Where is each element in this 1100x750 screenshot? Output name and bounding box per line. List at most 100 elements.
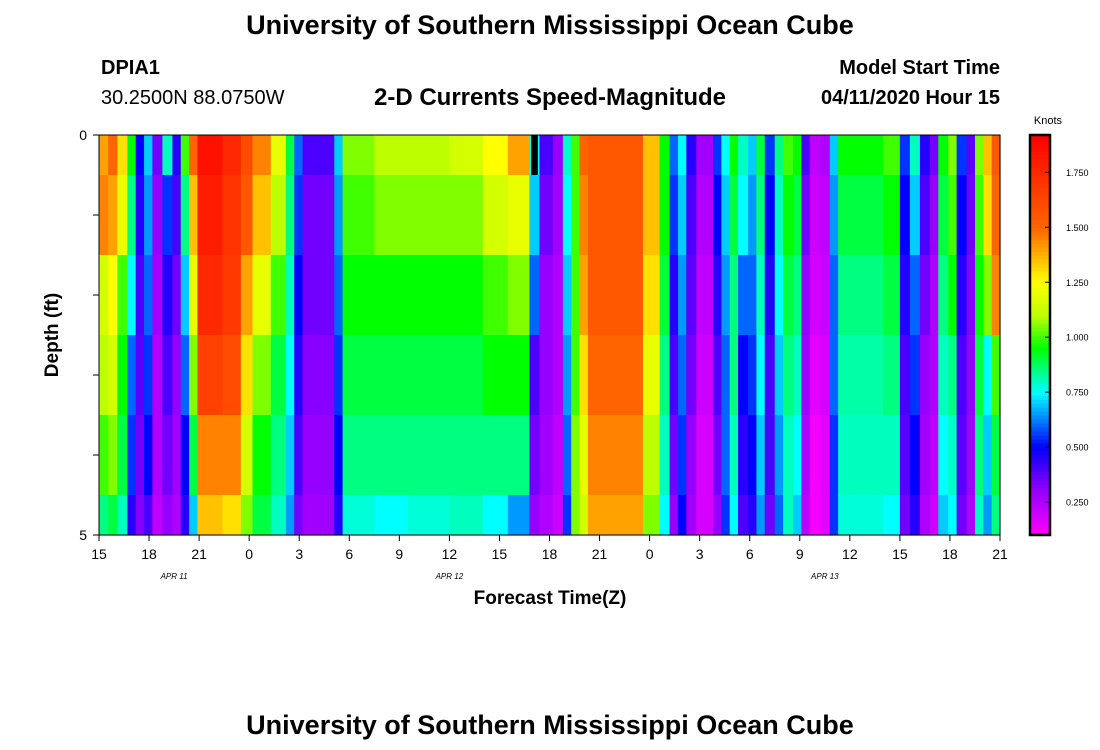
heatmap-cell [938,175,949,256]
heatmap-cell [909,335,921,416]
colorbar-swatch [1030,319,1050,324]
colorbar-swatch [1030,315,1050,320]
heatmap-cell [135,255,145,336]
heatmap-cell [966,335,976,416]
heatmap-cell [974,495,984,536]
colorbar-swatch [1030,399,1050,404]
heatmap-cell [909,255,921,336]
heatmap-cell [334,255,344,336]
heatmap-cell [579,495,589,536]
colorbar-swatch [1030,283,1050,288]
heatmap-cell [659,335,671,416]
colorbar-swatch [1030,479,1050,484]
heatmap-cell [162,335,174,416]
heatmap-cell [642,175,661,256]
heatmap-cell [539,495,554,536]
heatmap-cell [189,335,199,416]
heatmap-cell [507,335,531,416]
date-label: APR 11 [160,572,188,581]
colorbar-swatch [1030,295,1050,300]
colorbar-swatch [1030,427,1050,432]
heatmap-cell [197,175,224,256]
colorbar-swatch [1030,339,1050,344]
heatmap-cell [407,135,450,176]
heatmap-cell [180,495,190,536]
heatmap-cell [162,415,174,496]
heatmap-cell [302,335,335,416]
top-title: University of Southern Mississippi Ocean… [246,10,854,40]
heatmap-cell [117,495,128,536]
colorbar-swatch [1030,411,1050,416]
colorbar-swatch [1030,343,1050,348]
heatmap-cell [529,255,541,336]
heatmap-cell [507,415,531,496]
heatmap-cell [966,135,976,176]
heatmap-cell [919,495,931,536]
heatmap-cell [929,495,939,536]
heatmap-cell [829,175,839,256]
heatmap-cell [883,175,901,256]
heatmap-cell [983,255,993,336]
heatmap-cell [729,175,739,256]
heatmap-cell [294,175,304,256]
heatmap-cell [919,135,931,176]
heatmap-cell [659,135,671,176]
station-id: DPIA1 [101,57,160,79]
heatmap-cell [407,415,450,496]
colorbar-swatch [1030,495,1050,500]
heatmap-cell [571,255,581,336]
colorbar-swatch [1030,151,1050,156]
heatmap-cell [938,335,949,416]
colorbar-swatch [1030,175,1050,180]
heatmap-cell [738,415,749,496]
colorbar-swatch [1030,415,1050,420]
heatmap-cell [270,335,287,416]
colorbar-swatch [1030,235,1050,240]
heatmap-cell [756,255,766,336]
heatmap-cell [374,495,409,536]
colorbar-swatch [1030,391,1050,396]
heatmap-cell [342,335,375,416]
heatmap-cell [956,335,968,416]
heatmap-cell [659,175,671,256]
colorbar-swatch [1030,523,1050,528]
x-tick-label: 0 [245,546,253,562]
heatmap-cell [991,175,1001,256]
colorbar-swatch [1030,199,1050,204]
heatmap-cell [783,135,794,176]
heatmap-cell [240,175,254,256]
colorbar-swatch [1030,519,1050,524]
heatmap-cell [334,495,344,536]
heatmap-cell [696,415,714,496]
heatmap-cell [285,255,295,336]
heatmap-cell [991,135,1001,176]
heatmap-cell [774,135,784,176]
colorbar-swatch [1030,443,1050,448]
heatmap-cell [197,335,224,416]
heatmap-cell [127,175,137,256]
heatmap-cell [374,135,409,176]
heatmap-cell [669,175,679,256]
x-tick-label: 18 [942,546,958,562]
heatmap-cell [677,175,687,256]
heatmap-cell [294,135,304,176]
heatmap-cell [686,495,697,536]
heatmap-cell [738,135,749,176]
heatmap-cell [948,335,958,416]
heatmap-cell [948,495,958,536]
heatmap-cell [482,175,509,256]
date-label: APR 12 [435,572,464,581]
heatmap-cell [449,255,484,336]
heatmap-cell [919,335,931,416]
heatmap-cell [117,335,128,416]
heatmap-cell [642,415,661,496]
heatmap-cell [838,495,884,536]
heatmap-cell [966,255,976,336]
heatmap-cell [117,135,128,176]
colorbar-swatch [1030,323,1050,328]
heatmap-cell [539,175,554,256]
colorbar-swatch [1030,251,1050,256]
heatmap-cell [956,255,968,336]
heatmap-cell [302,175,335,256]
heatmap-cell [334,175,344,256]
